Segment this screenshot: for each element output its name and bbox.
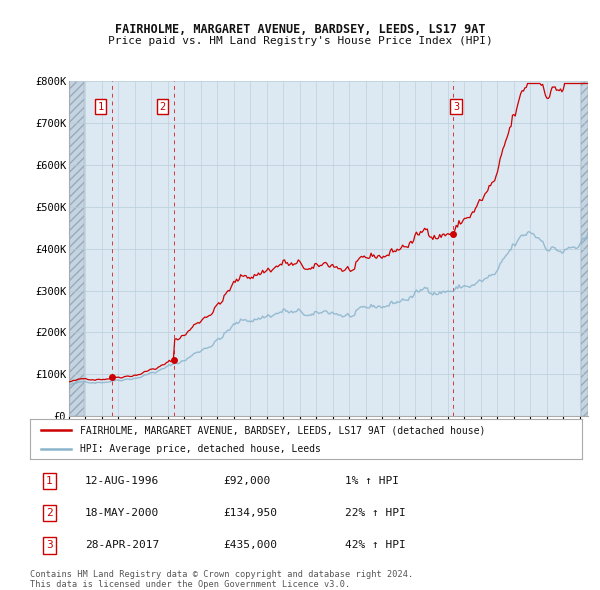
Text: FAIRHOLME, MARGARET AVENUE, BARDSEY, LEEDS, LS17 9AT (detached house): FAIRHOLME, MARGARET AVENUE, BARDSEY, LEE… [80,425,485,435]
Bar [69,81,84,416]
Text: FAIRHOLME, MARGARET AVENUE, BARDSEY, LEEDS, LS17 9AT: FAIRHOLME, MARGARET AVENUE, BARDSEY, LEE… [115,23,485,36]
Text: 22% ↑ HPI: 22% ↑ HPI [344,509,406,518]
Text: 1% ↑ HPI: 1% ↑ HPI [344,476,398,486]
Bar [581,81,588,416]
Bar [581,81,588,416]
Text: 2: 2 [46,509,53,518]
Text: 3: 3 [46,540,53,550]
Text: £435,000: £435,000 [223,540,277,550]
Text: This data is licensed under the Open Government Licence v3.0.: This data is licensed under the Open Gov… [30,579,350,589]
Bar [69,81,84,416]
Text: 2: 2 [160,101,166,112]
Text: £134,950: £134,950 [223,509,277,518]
Text: 1: 1 [98,101,104,112]
Text: Price paid vs. HM Land Registry's House Price Index (HPI): Price paid vs. HM Land Registry's House … [107,37,493,46]
Text: 42% ↑ HPI: 42% ↑ HPI [344,540,406,550]
Text: 1: 1 [46,476,53,486]
Text: 3: 3 [453,101,459,112]
Text: 12-AUG-1996: 12-AUG-1996 [85,476,160,486]
Text: Contains HM Land Registry data © Crown copyright and database right 2024.: Contains HM Land Registry data © Crown c… [30,570,413,579]
Text: 18-MAY-2000: 18-MAY-2000 [85,509,160,518]
Text: HPI: Average price, detached house, Leeds: HPI: Average price, detached house, Leed… [80,444,320,454]
Text: £92,000: £92,000 [223,476,271,486]
Text: 28-APR-2017: 28-APR-2017 [85,540,160,550]
